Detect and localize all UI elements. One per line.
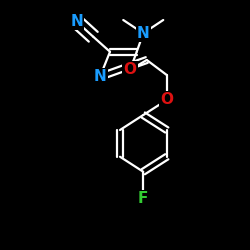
Text: O: O — [124, 62, 136, 78]
Text: N: N — [94, 69, 106, 84]
Text: O: O — [160, 92, 173, 108]
Text: N: N — [137, 26, 149, 41]
Text: F: F — [138, 191, 148, 206]
Text: N: N — [70, 14, 83, 29]
